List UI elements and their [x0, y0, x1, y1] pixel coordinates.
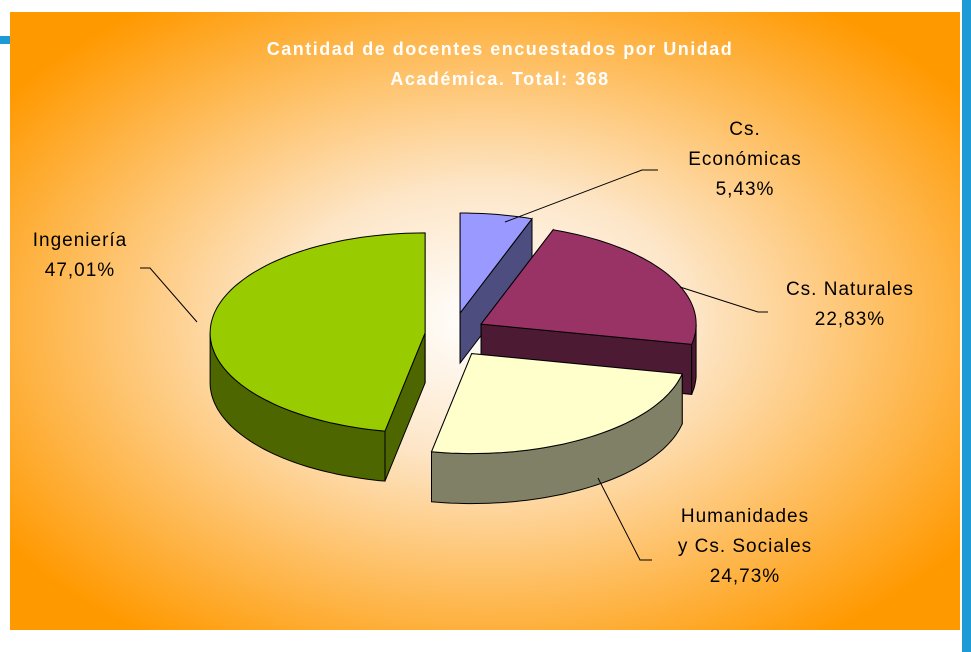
decor-edge — [962, 0, 971, 652]
pie — [209, 212, 697, 505]
category-label: Cs. Naturales — [786, 279, 914, 300]
category-label: Ingeniería — [33, 230, 128, 251]
labels: Cantidad de docentes encuestados por Uni… — [33, 39, 914, 587]
chart-title: Cantidad de docentes encuestados por Uni… — [267, 39, 734, 59]
leader-line — [679, 286, 768, 313]
value-label: 24,73% — [710, 566, 780, 587]
category-label: y Cs. Sociales — [678, 536, 812, 557]
category-label: Cs. — [729, 119, 761, 140]
value-label: 47,01% — [45, 260, 115, 281]
category-label: Humanidades — [681, 506, 809, 527]
value-label: 5,43% — [716, 179, 775, 200]
category-label: Económicas — [688, 149, 802, 170]
leader-line — [597, 477, 652, 561]
chart-title: Académica. Total: 368 — [390, 69, 609, 89]
slice — [459, 212, 533, 315]
leader-line — [504, 169, 658, 223]
slice — [209, 232, 426, 432]
leader-line — [140, 267, 198, 323]
slice — [430, 353, 683, 455]
value-label: 22,83% — [815, 309, 885, 330]
slice — [480, 229, 697, 345]
